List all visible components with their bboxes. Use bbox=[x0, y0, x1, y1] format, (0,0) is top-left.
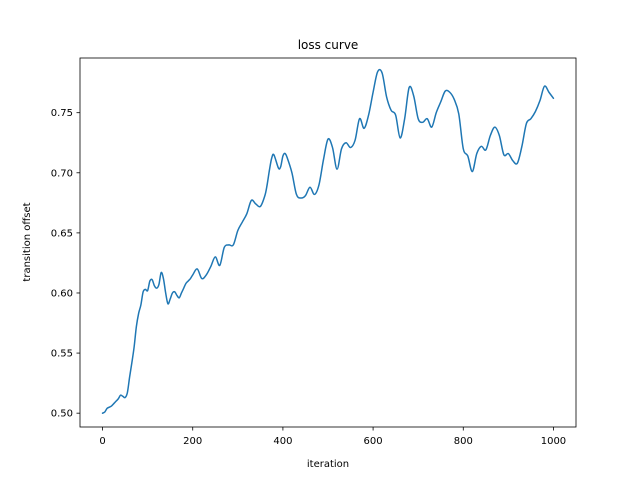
x-tick-label: 600 bbox=[364, 436, 383, 447]
y-tick-label: 0.65 bbox=[51, 228, 73, 239]
x-axis-label: iteration bbox=[307, 459, 349, 470]
x-tick-label: 200 bbox=[183, 436, 202, 447]
plot-frame bbox=[79, 57, 577, 428]
y-tick-label: 0.70 bbox=[51, 168, 73, 179]
x-tick-label: 0 bbox=[99, 436, 105, 447]
y-axis: 0.50 0.55 0.60 0.65 0.70 0.75 bbox=[51, 108, 80, 420]
x-tick-label: 800 bbox=[454, 436, 473, 447]
y-tick-label: 0.75 bbox=[51, 108, 73, 119]
plot-area bbox=[101, 68, 555, 414]
x-tick-label: 400 bbox=[273, 436, 292, 447]
x-tick-label: 1000 bbox=[541, 436, 566, 447]
series-line bbox=[101, 68, 555, 414]
y-tick-label: 0.60 bbox=[51, 288, 73, 299]
chart-title: loss curve bbox=[298, 38, 359, 52]
y-tick-label: 0.55 bbox=[51, 349, 73, 360]
y-tick-label: 0.50 bbox=[51, 409, 73, 420]
y-axis-label: transition offset bbox=[22, 202, 33, 281]
x-axis: 0 200 400 600 800 1000 bbox=[99, 427, 566, 447]
